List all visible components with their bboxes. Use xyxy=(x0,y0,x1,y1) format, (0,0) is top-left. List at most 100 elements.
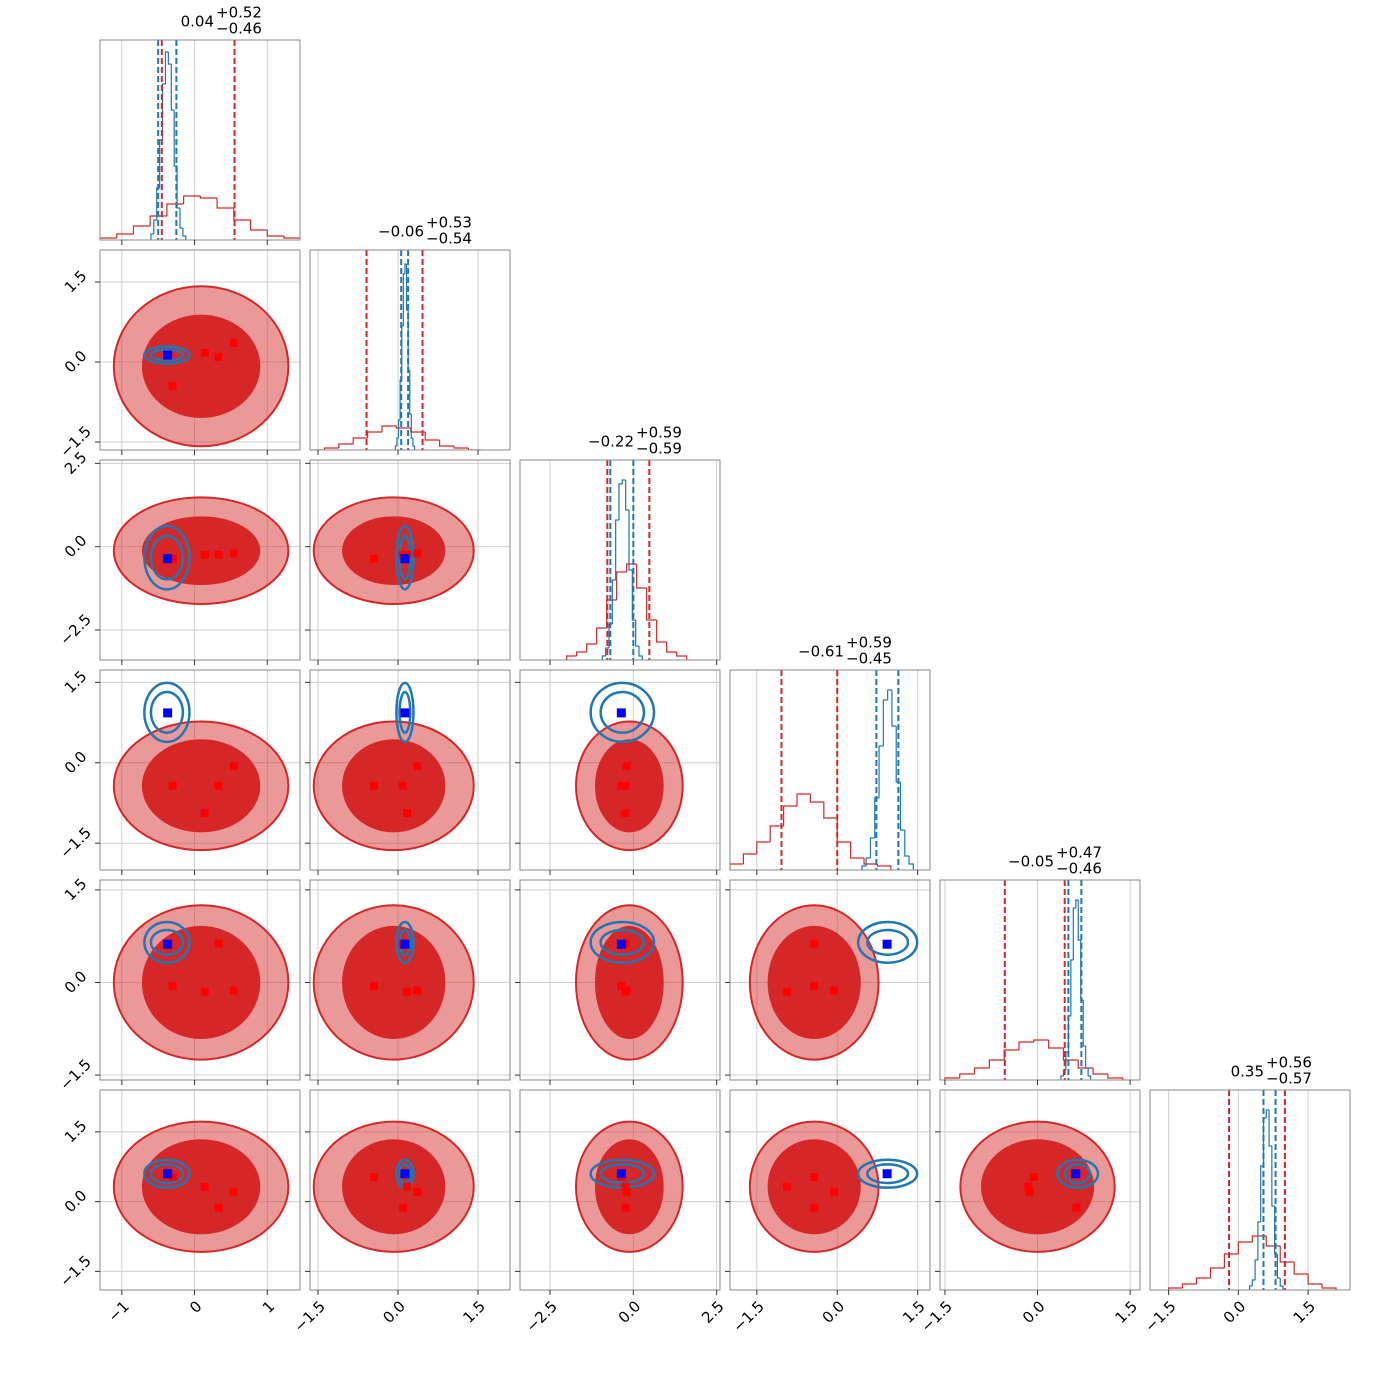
hist-bin xyxy=(1321,1284,1337,1290)
contour xyxy=(395,524,415,591)
hist-bin xyxy=(656,620,667,643)
hist-bin xyxy=(153,219,157,234)
contour xyxy=(342,739,446,833)
sample-marker xyxy=(200,987,209,996)
panel xyxy=(730,670,919,870)
sample-marker xyxy=(200,550,209,559)
sample-marker xyxy=(810,1172,819,1181)
sample-marker xyxy=(398,1203,407,1212)
title-median: 0.35 xyxy=(1231,1063,1264,1081)
sample-marker xyxy=(214,550,223,559)
hist-bin xyxy=(861,865,867,870)
hist-bin xyxy=(1209,1267,1225,1278)
hist-bin xyxy=(635,620,639,647)
contour xyxy=(143,345,191,365)
sample-marker xyxy=(621,781,630,790)
panel-frame xyxy=(939,1089,1141,1291)
hist-bin xyxy=(338,443,354,448)
hist-bin xyxy=(1048,1040,1064,1049)
sample-marker xyxy=(1025,1187,1034,1196)
contour xyxy=(856,1158,919,1189)
sample-marker xyxy=(200,1182,209,1191)
truth-marker xyxy=(882,939,892,949)
hist-bin xyxy=(1307,1274,1323,1285)
hist-bin xyxy=(1077,900,1081,941)
panel-frame xyxy=(729,879,931,1081)
hist-bin xyxy=(1254,1259,1258,1280)
title-plus: +0.52 xyxy=(216,4,262,22)
contour xyxy=(143,920,191,964)
contour xyxy=(589,681,656,744)
contour xyxy=(767,1139,861,1235)
title-median: −0.05 xyxy=(1008,853,1054,871)
sample-marker xyxy=(214,781,223,790)
contour xyxy=(141,314,261,418)
truth-marker xyxy=(163,350,173,360)
panel-frame xyxy=(99,39,301,241)
sample-marker xyxy=(229,761,238,770)
truth-marker xyxy=(1071,1169,1081,1179)
hist-bin xyxy=(628,510,633,571)
sample-marker xyxy=(621,809,630,818)
contour xyxy=(1056,1158,1100,1189)
sample-marker xyxy=(214,939,223,948)
hist-bin xyxy=(1248,1285,1253,1290)
sample-marker xyxy=(413,986,422,995)
contour xyxy=(589,920,656,964)
contour xyxy=(149,928,185,956)
panel-frame xyxy=(519,459,721,661)
sample-marker xyxy=(370,781,378,790)
hist-bin xyxy=(1237,1241,1253,1254)
hist-bin xyxy=(769,825,784,842)
panel-frame xyxy=(519,669,721,871)
panel xyxy=(730,1090,930,1290)
truth-marker xyxy=(163,554,173,564)
contour xyxy=(143,524,191,591)
sample-marker xyxy=(229,549,238,558)
sample-marker xyxy=(621,1182,630,1191)
title-median: −0.22 xyxy=(588,433,634,451)
sample-marker xyxy=(621,1203,630,1212)
hist-bin xyxy=(1293,1262,1309,1275)
hist-bin xyxy=(646,588,657,621)
hist-bin xyxy=(216,198,234,209)
panel-frame xyxy=(1149,1089,1351,1291)
hist-bin xyxy=(164,51,169,84)
sample-marker xyxy=(782,987,791,996)
panel-frame xyxy=(309,879,511,1081)
hist-bin xyxy=(625,480,629,511)
title-minus: −0.57 xyxy=(1266,1070,1312,1088)
panel xyxy=(310,1090,510,1290)
hist-bin xyxy=(1060,1075,1064,1080)
hist-bin xyxy=(874,797,880,838)
panel-frame xyxy=(99,879,301,1081)
hist-bin xyxy=(796,793,811,806)
hist-bin xyxy=(636,564,647,589)
panel xyxy=(100,40,300,240)
sample-marker xyxy=(214,1203,223,1212)
panel xyxy=(730,880,930,1080)
hist-bin xyxy=(116,233,134,238)
hist-bin xyxy=(882,699,888,746)
hist-bin xyxy=(1268,1110,1272,1147)
contour xyxy=(599,690,646,734)
hist-bin xyxy=(150,233,154,240)
contour xyxy=(595,925,664,1040)
sample-marker xyxy=(168,382,177,390)
panel-frame xyxy=(309,249,511,451)
hist-bin xyxy=(1107,1074,1124,1080)
truth-marker xyxy=(616,1169,626,1179)
hist-bin xyxy=(179,208,183,229)
contour xyxy=(595,739,664,833)
sample-marker xyxy=(830,986,839,995)
panel-frame xyxy=(99,1089,301,1291)
hist-bin xyxy=(618,483,623,520)
contour xyxy=(866,928,910,956)
title-minus: −0.46 xyxy=(216,20,262,38)
hist-bin xyxy=(1257,1221,1261,1260)
panel-frame xyxy=(519,879,721,1081)
title-median: −0.61 xyxy=(798,643,844,661)
hist-bin xyxy=(1251,1235,1267,1242)
hist-bin xyxy=(616,571,627,600)
hist-bin xyxy=(611,579,616,624)
